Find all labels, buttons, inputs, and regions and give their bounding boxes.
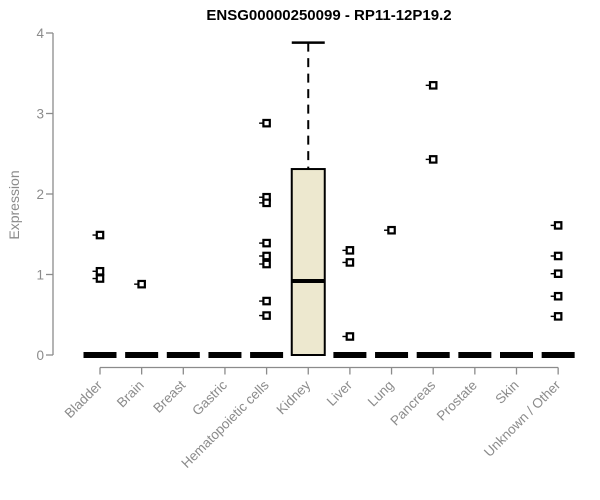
outlier-point xyxy=(345,258,355,267)
zero-bar xyxy=(208,352,242,358)
x-tick-label: Prostate xyxy=(434,378,480,424)
x-tick-label: Unknown / Other xyxy=(481,377,564,460)
outlier-point xyxy=(137,279,146,289)
outlier-point xyxy=(345,246,355,255)
outlier-point xyxy=(262,198,271,208)
zero-bar xyxy=(166,352,200,358)
outlier-point xyxy=(262,259,271,269)
outlier-point xyxy=(262,118,271,128)
x-tick-label: Liver xyxy=(324,377,356,409)
x-tick-label: Lung xyxy=(365,378,397,410)
outlier-point xyxy=(95,230,105,240)
chart-title: ENSG00000250099 - RP11-12P19.2 xyxy=(206,7,452,24)
outlier-point xyxy=(553,312,563,321)
outlier-point xyxy=(262,311,271,320)
x-tick-label: Pancreas xyxy=(387,377,438,428)
outlier-point xyxy=(387,225,396,235)
y-tick-label: 0 xyxy=(36,348,44,363)
x-tick-label: Brain xyxy=(114,378,147,411)
zero-bar xyxy=(375,352,409,358)
x-tick-label: Breast xyxy=(150,377,188,415)
outlier-point xyxy=(262,251,271,261)
y-tick-label: 3 xyxy=(36,107,44,122)
outlier-point xyxy=(553,291,563,301)
box xyxy=(290,168,326,356)
x-tick-label: Gastric xyxy=(189,377,230,418)
zero-bar xyxy=(333,352,367,358)
zero-bar xyxy=(500,352,533,358)
outlier-point xyxy=(262,296,271,306)
zero-bar xyxy=(250,352,284,358)
zero-bar xyxy=(416,352,450,358)
outlier-point xyxy=(95,274,105,283)
outlier-point xyxy=(553,221,563,230)
x-tick-label: Skin xyxy=(492,378,521,407)
outlier-point xyxy=(553,251,563,261)
zero-bar xyxy=(541,352,575,358)
outlier-point xyxy=(95,266,105,276)
outlier-point xyxy=(345,332,355,341)
x-tick-label: Bladder xyxy=(62,377,106,421)
outlier-point xyxy=(262,238,271,248)
outlier-point xyxy=(553,269,563,278)
zero-bar xyxy=(125,352,159,358)
outlier-point xyxy=(428,81,438,90)
zero-bar xyxy=(458,352,492,358)
x-tick-label: Kidney xyxy=(274,377,314,417)
zero-bar xyxy=(83,352,117,358)
y-tick-label: 4 xyxy=(36,26,44,41)
outlier-point xyxy=(428,155,438,164)
y-tick-label: 1 xyxy=(36,268,44,283)
y-tick-label: 2 xyxy=(36,187,44,202)
